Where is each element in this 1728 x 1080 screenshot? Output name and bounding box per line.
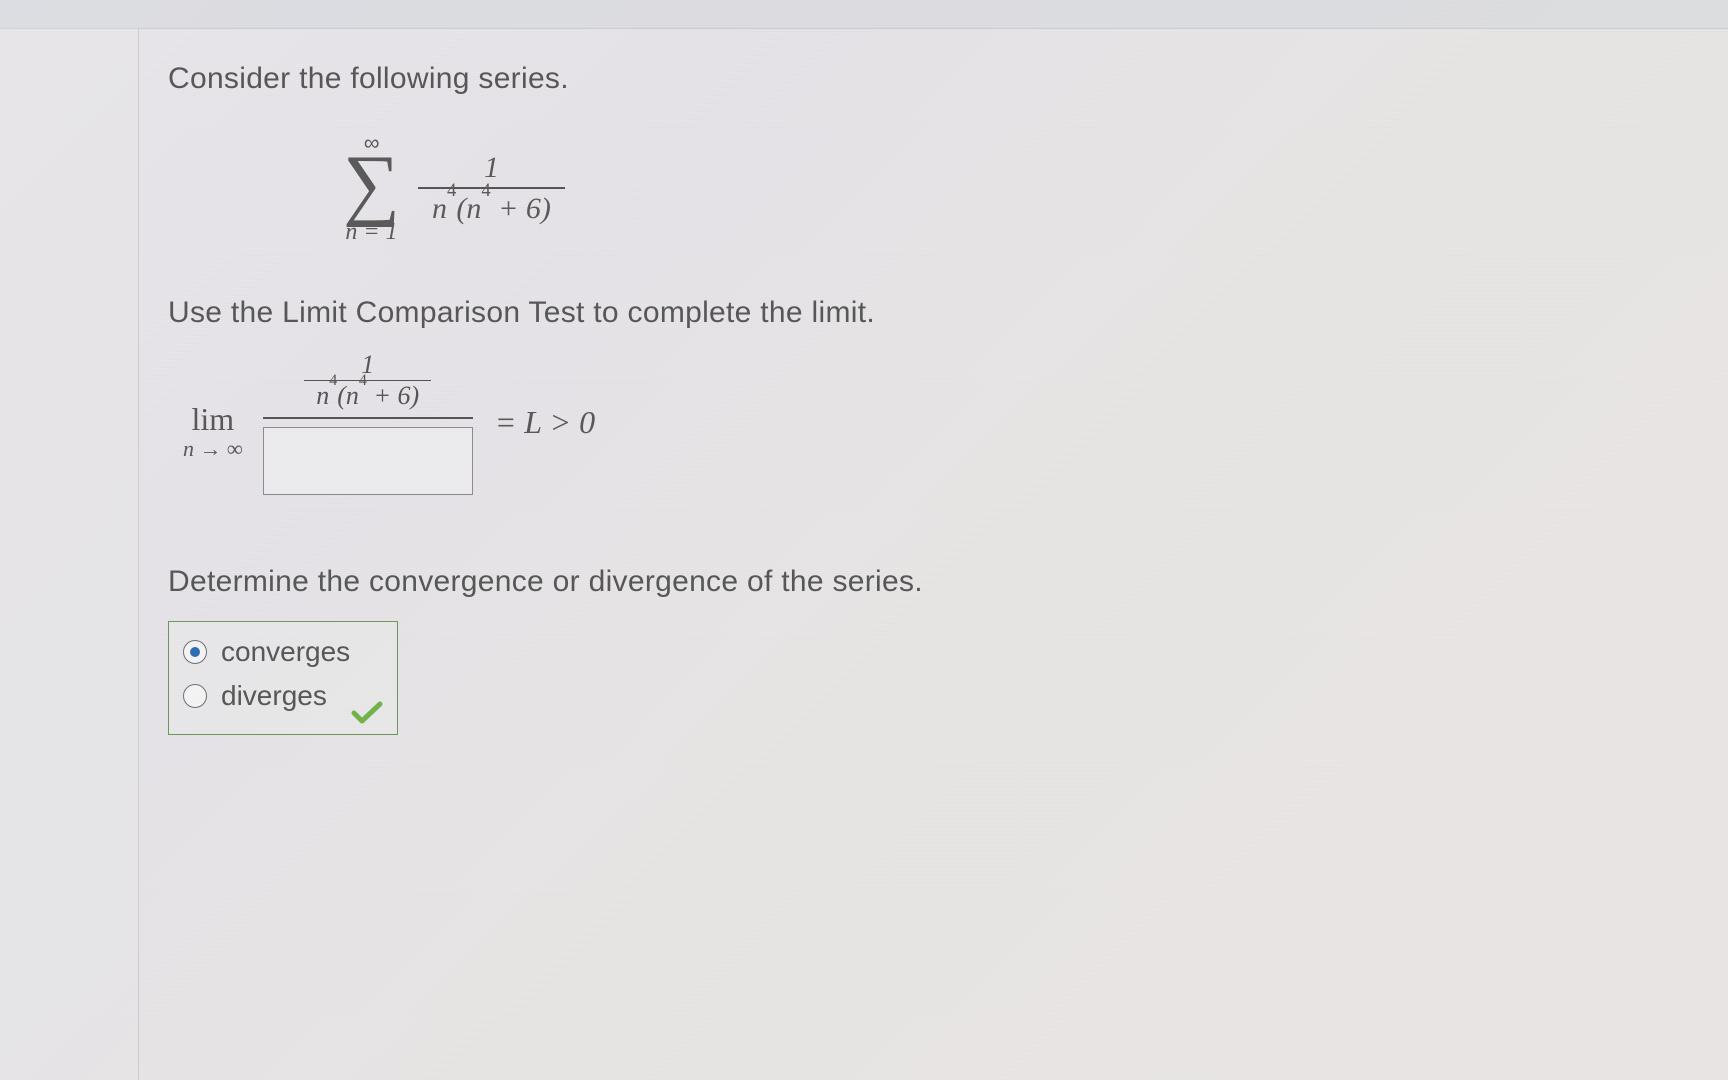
prompt-text-3: Determine the convergence or divergence …: [168, 565, 1668, 599]
limit-fraction: 1 n4(n4 + 6): [263, 350, 473, 495]
correct-check-icon: [351, 700, 383, 726]
prompt-text-1: Consider the following series.: [168, 62, 1668, 96]
limit-denominator-input-wrap: [263, 419, 473, 495]
radio-diverges[interactable]: [183, 684, 207, 708]
limit-top-num: 1: [349, 350, 386, 380]
series-numerator: 1: [470, 149, 513, 187]
question-content: Consider the following series. ∞ ∑ n = 1…: [168, 62, 1668, 735]
lim-approach: n → ∞: [183, 436, 243, 462]
summation-symbol: ∞ ∑ n = 1: [343, 132, 400, 244]
radio-converges[interactable]: [183, 640, 207, 664]
series-denominator: n4(n4 + 6): [418, 189, 565, 228]
series-fraction: 1 n4(n4 + 6): [418, 149, 565, 228]
series-formula: ∞ ∑ n = 1 1 n4(n4 + 6): [343, 132, 1668, 244]
top-toolbar-strip: [0, 0, 1728, 29]
choice-converges-row[interactable]: converges: [183, 636, 383, 668]
label-diverges: diverges: [221, 680, 327, 712]
limit-numerator-fraction: 1 n4(n4 + 6): [304, 350, 431, 417]
limit-expression: lim n → ∞ 1 n4(n4 + 6) = L > 0: [183, 350, 1668, 495]
limit-result-text: = L > 0: [495, 404, 595, 441]
limit-top-den: n4(n4 + 6): [304, 381, 431, 411]
comparison-denominator-input[interactable]: [263, 427, 473, 495]
answer-choice-box: converges diverges: [168, 621, 398, 735]
label-converges: converges: [221, 636, 350, 668]
lim-label: lim: [192, 401, 235, 438]
sigma-glyph: ∑: [343, 150, 400, 218]
prompt-text-2: Use the Limit Comparison Test to complet…: [168, 296, 1668, 330]
left-margin-rail: [0, 28, 139, 1080]
limit-operator: lim n → ∞: [183, 401, 243, 462]
sum-lower-bound: n = 1: [345, 220, 397, 244]
